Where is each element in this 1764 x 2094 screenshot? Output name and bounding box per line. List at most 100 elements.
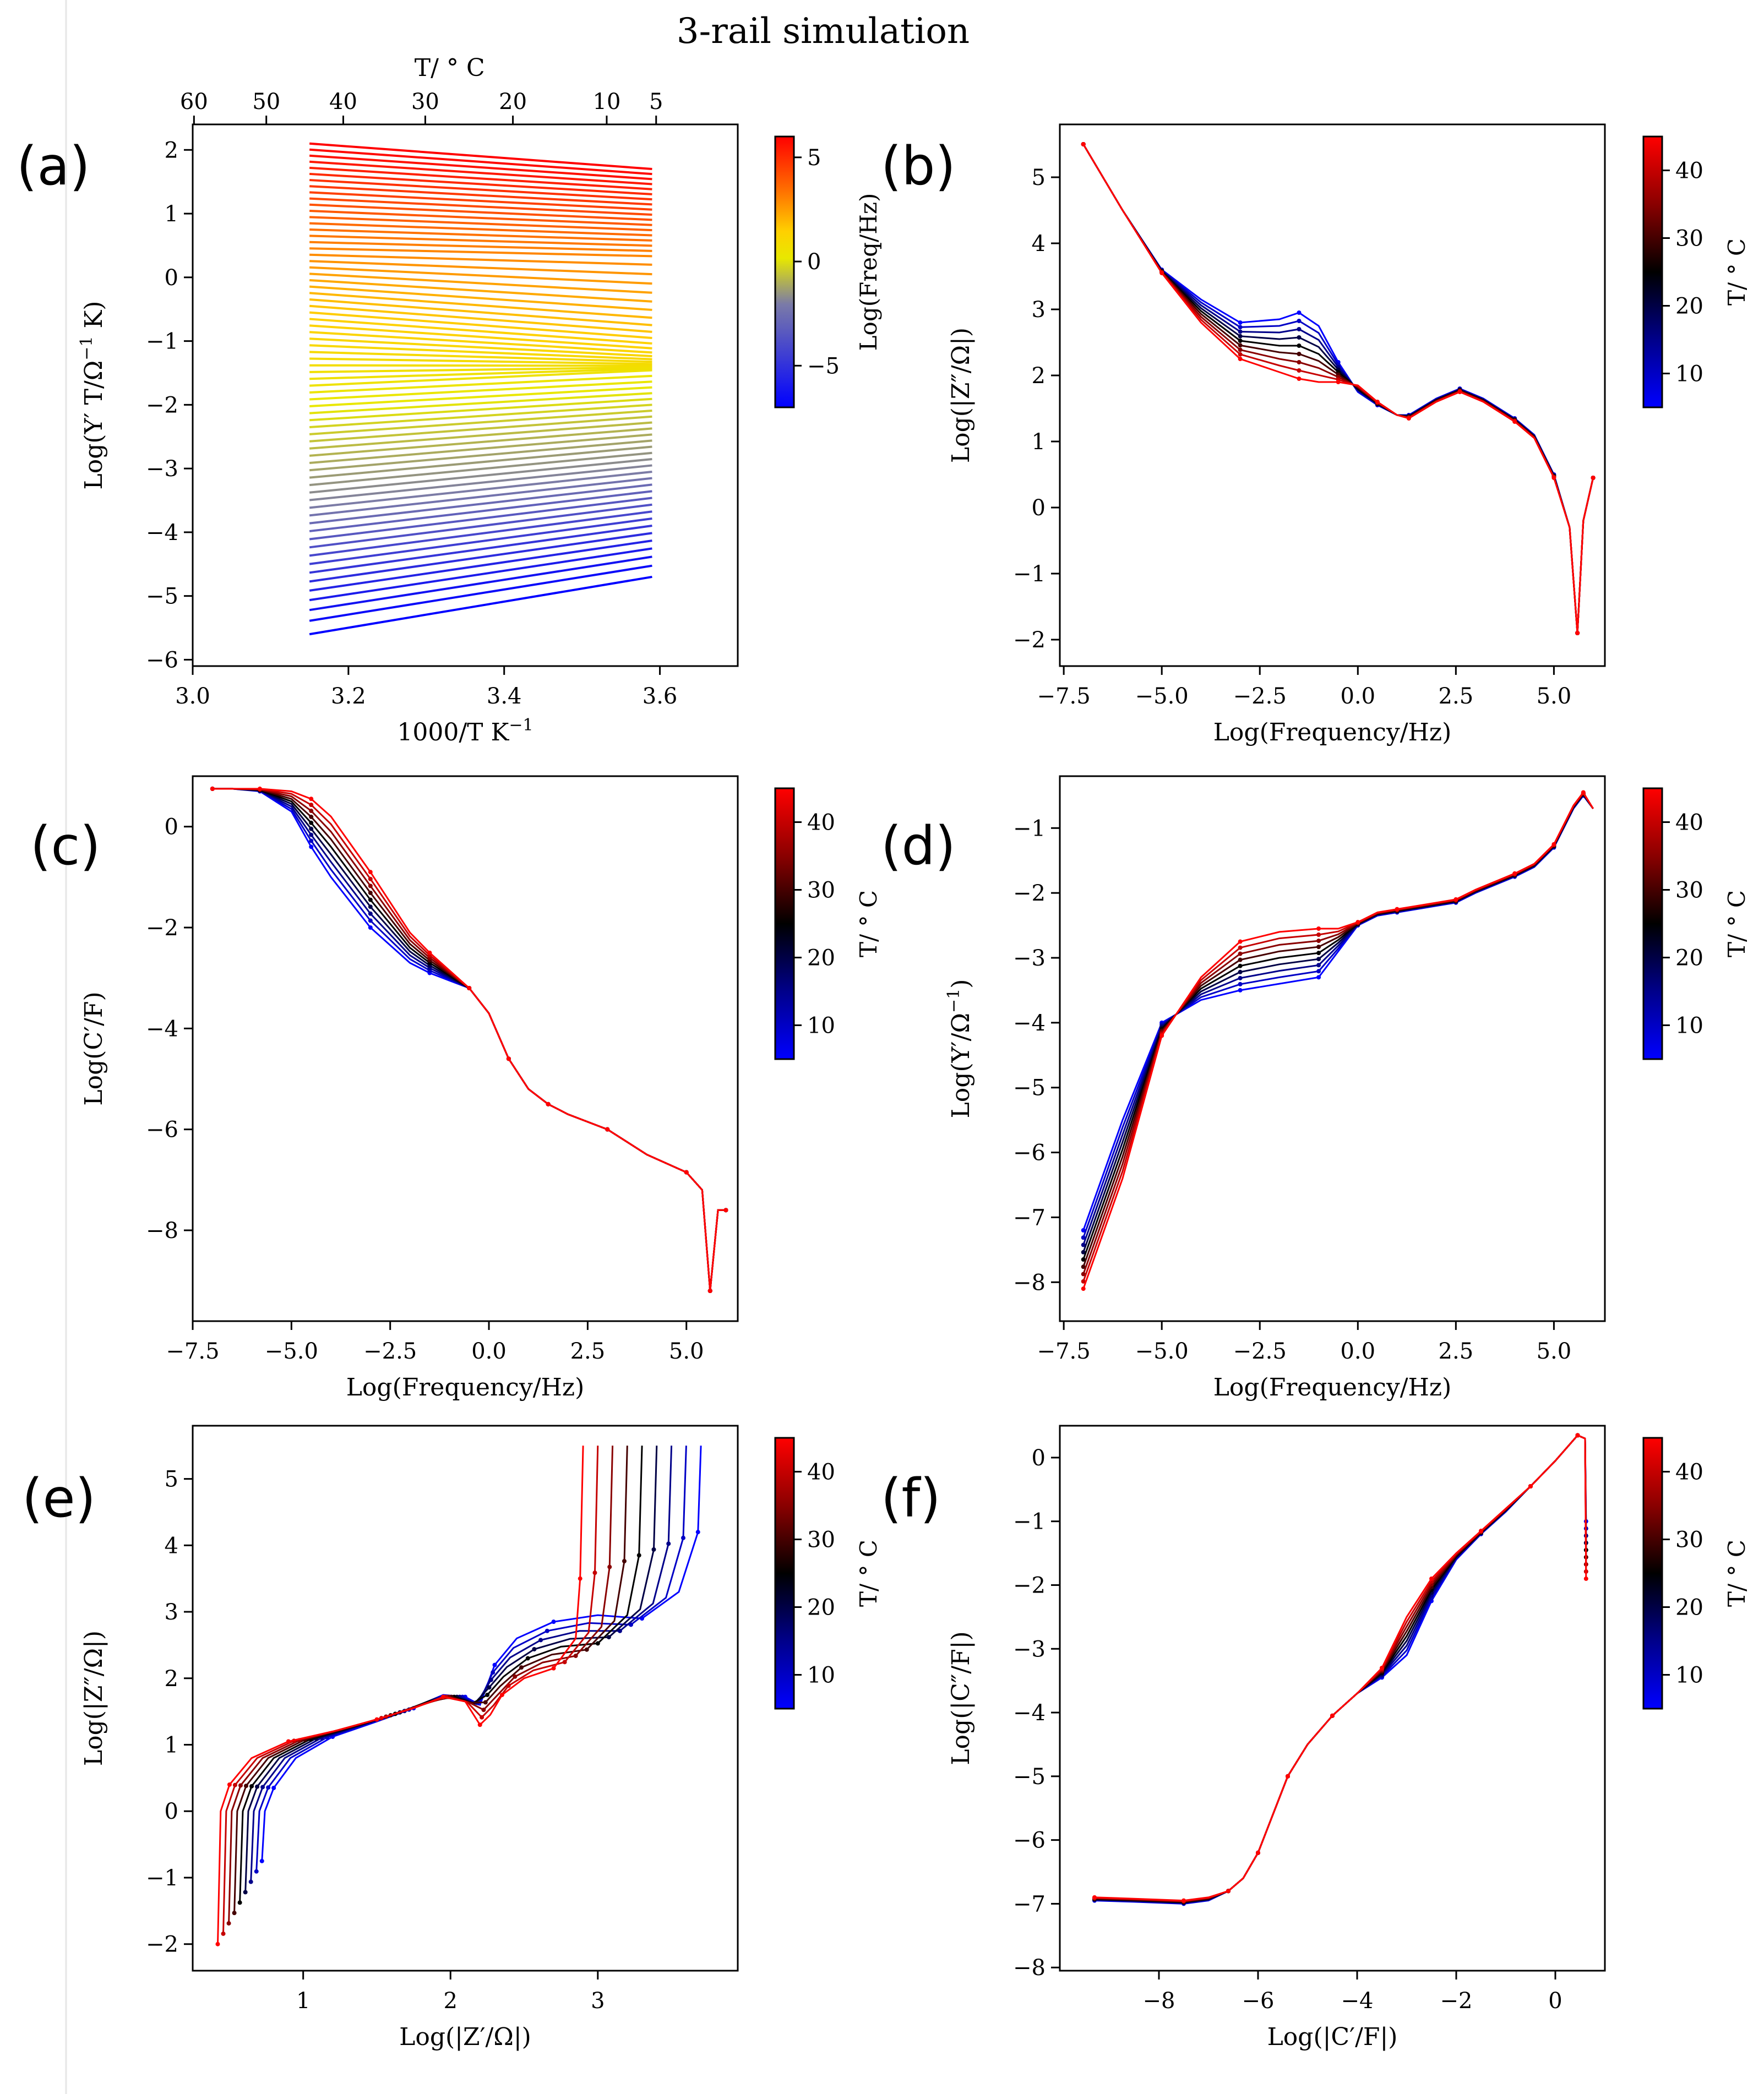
- data-point-e: [578, 1576, 582, 1581]
- arrhenius-line-a: [309, 216, 652, 232]
- data-point-c: [309, 797, 314, 801]
- data-point-c: [309, 838, 314, 843]
- plot-frame-c: [192, 775, 739, 1322]
- y-tick-label-e: 0: [165, 1799, 178, 1824]
- data-point-c: [368, 918, 373, 923]
- data-point-b: [1159, 271, 1164, 275]
- data-point-d: [1581, 790, 1586, 795]
- arrhenius-line-a: [309, 241, 652, 252]
- data-point-b: [1336, 380, 1341, 384]
- x-tick-label-e: 2: [444, 1988, 458, 2014]
- arrhenius-line-a: [309, 464, 652, 501]
- panel-label-f: (f): [881, 1468, 941, 1529]
- colorbar-label-c: T/ ° C: [855, 890, 882, 957]
- data-point-b: [1297, 310, 1302, 315]
- data-point-e: [271, 1785, 276, 1790]
- data-point-e: [487, 1685, 492, 1690]
- x-axis-label-sup-a: −1: [509, 716, 533, 735]
- y-tick-label-d: −5: [1013, 1076, 1046, 1101]
- data-point-e: [595, 1641, 600, 1646]
- colorbar-tick-label-f: 20: [1675, 1595, 1703, 1621]
- x-axis-label-d: Log(Frequency/Hz): [1213, 1373, 1452, 1402]
- data-point-b: [1238, 357, 1243, 361]
- arrhenius-line-a: [309, 369, 652, 387]
- data-point-d: [1081, 1264, 1086, 1269]
- x-tick-label-a: 3.6: [643, 684, 678, 709]
- colorbar-tick-label-a: −5: [807, 353, 840, 379]
- data-point-b: [1297, 377, 1302, 381]
- data-point-e: [525, 1656, 530, 1661]
- y-tick-label-a: −5: [146, 584, 178, 609]
- arrhenius-line-a: [309, 366, 652, 373]
- data-point-e: [254, 1869, 259, 1874]
- data-point-f: [1092, 1895, 1097, 1900]
- arrhenius-line-a: [309, 415, 652, 443]
- data-point-d: [1316, 975, 1321, 980]
- data-point-e: [519, 1665, 524, 1670]
- data-point-e: [227, 1782, 232, 1787]
- data-point-d: [1316, 951, 1321, 956]
- data-point-b: [1406, 416, 1411, 421]
- arrhenius-line-a: [309, 497, 652, 541]
- top-axis-label-a: T/ ° C: [415, 54, 485, 82]
- data-point-e: [260, 1785, 265, 1790]
- arrhenius-line-a: [309, 272, 652, 294]
- x-tick-label-b: 2.5: [1439, 684, 1474, 709]
- arrhenius-line-a: [309, 311, 652, 339]
- series-group-e: [215, 1446, 702, 1946]
- x-tick-label-a: 3.4: [487, 684, 522, 709]
- arrhenius-line-a: [309, 292, 652, 319]
- data-point-c: [309, 820, 314, 825]
- colorbar-tick-label-c: 30: [807, 878, 835, 903]
- data-point-c: [309, 809, 314, 814]
- x-tick-label-b: −7.5: [1037, 684, 1091, 709]
- arrhenius-line-a: [309, 458, 652, 494]
- data-point-d: [1081, 1228, 1086, 1233]
- data-point-b: [1238, 320, 1243, 325]
- arrhenius-line-a: [309, 397, 652, 422]
- arrhenius-line-a: [309, 344, 652, 361]
- data-point-e: [238, 1783, 243, 1788]
- series-line-c: [212, 788, 726, 1291]
- y-tick-label-e: 5: [165, 1467, 178, 1492]
- y-tick-label-a: 0: [165, 265, 178, 291]
- x-tick-label-b: −5.0: [1135, 684, 1189, 709]
- x-tick-label-b: −2.5: [1233, 684, 1287, 709]
- y-tick-label-b: 2: [1032, 363, 1046, 389]
- y-axis-label-sup-d: −1: [944, 989, 963, 1013]
- x-tick-label-c: −2.5: [363, 1339, 417, 1364]
- data-point-e: [243, 1784, 248, 1788]
- y-tick-label-b: −1: [1013, 561, 1046, 587]
- data-point-d: [1081, 1286, 1086, 1291]
- arrhenius-line-a: [309, 318, 652, 345]
- series-line-d: [1082, 794, 1594, 1238]
- x-tick-label-a: 3.2: [331, 684, 366, 709]
- data-point-e: [666, 1541, 671, 1546]
- data-point-d: [1238, 988, 1243, 993]
- data-point-d: [1238, 939, 1243, 944]
- colorbar-label-a: Log(Freq/Hz): [855, 193, 882, 351]
- data-point-b: [1238, 329, 1243, 334]
- x-tick-label-f: −8: [1143, 1988, 1175, 2014]
- colorbar-tick-label-b: 20: [1675, 294, 1703, 319]
- y-tick-label-c: 0: [165, 815, 178, 840]
- data-point-d: [1081, 1279, 1086, 1284]
- series-line-e: [244, 1446, 658, 1893]
- data-point-e: [551, 1619, 556, 1624]
- series-line-b: [1082, 144, 1594, 634]
- data-point-c: [368, 911, 373, 916]
- x-tick-label-c: 2.5: [570, 1339, 606, 1364]
- data-point-d: [1316, 945, 1321, 950]
- y-tick-label-b: 4: [1032, 231, 1046, 257]
- y-tick-label-d: −1: [1013, 816, 1046, 841]
- arrhenius-line-a: [309, 490, 652, 532]
- colorbar-tick-label-e: 20: [807, 1595, 835, 1621]
- y-tick-label-f: −1: [1013, 1509, 1046, 1535]
- colorbar-tick-label-c: 20: [807, 946, 835, 971]
- colorbar-tick-label-e: 30: [807, 1528, 835, 1553]
- x-axis-label-b: Log(Frequency/Hz): [1213, 718, 1452, 746]
- y-tick-label-f: −8: [1013, 1955, 1046, 1981]
- y-tick-label-f: −7: [1013, 1891, 1046, 1917]
- x-tick-label-d: 0.0: [1340, 1339, 1375, 1364]
- data-point-b: [1238, 352, 1243, 357]
